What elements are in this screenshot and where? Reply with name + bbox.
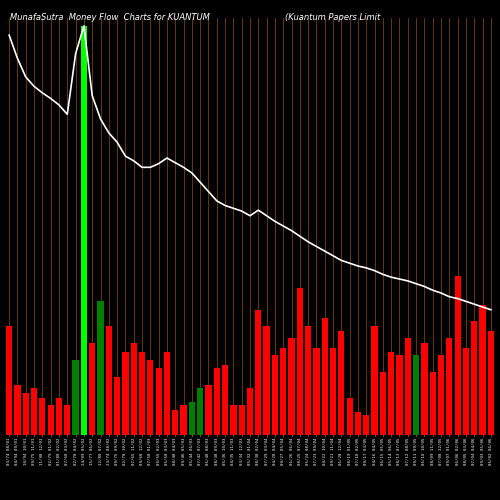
Bar — [430, 372, 436, 435]
Bar — [122, 352, 128, 435]
Bar — [396, 355, 402, 435]
Text: (Kuantum Papers Limit: (Kuantum Papers Limit — [285, 13, 380, 22]
Bar — [272, 355, 278, 435]
Bar — [463, 348, 469, 435]
Bar — [56, 398, 62, 435]
Bar — [230, 405, 236, 435]
Bar — [64, 405, 70, 435]
Bar — [346, 398, 353, 435]
Bar — [72, 360, 78, 435]
Bar — [188, 402, 195, 435]
Bar — [288, 338, 294, 435]
Bar — [48, 405, 54, 435]
Bar — [238, 405, 245, 435]
Bar — [480, 304, 486, 435]
Bar — [388, 352, 394, 435]
Bar — [296, 288, 303, 435]
Bar — [355, 412, 361, 435]
Bar — [172, 410, 178, 435]
Bar — [338, 332, 344, 435]
Bar — [31, 388, 37, 435]
Bar — [438, 355, 444, 435]
Bar — [106, 326, 112, 435]
Bar — [22, 393, 29, 435]
Bar — [363, 415, 370, 435]
Bar — [380, 372, 386, 435]
Bar — [413, 355, 419, 435]
Bar — [6, 326, 12, 435]
Bar — [139, 352, 145, 435]
Bar — [314, 348, 320, 435]
Bar — [81, 26, 87, 435]
Bar — [446, 338, 452, 435]
Bar — [89, 343, 96, 435]
Bar — [488, 332, 494, 435]
Bar — [454, 276, 460, 435]
Bar — [372, 326, 378, 435]
Bar — [404, 338, 411, 435]
Bar — [214, 368, 220, 435]
Bar — [40, 398, 46, 435]
Bar — [322, 318, 328, 435]
Bar — [264, 326, 270, 435]
Bar — [197, 388, 203, 435]
Bar — [14, 385, 20, 435]
Bar — [206, 385, 212, 435]
Bar — [130, 343, 137, 435]
Bar — [180, 405, 186, 435]
Bar — [305, 326, 311, 435]
Bar — [255, 310, 262, 435]
Bar — [164, 352, 170, 435]
Bar — [330, 348, 336, 435]
Bar — [114, 376, 120, 435]
Bar — [156, 368, 162, 435]
Bar — [280, 348, 286, 435]
Bar — [247, 388, 253, 435]
Text: MunafaSutra  Money Flow  Charts for KUANTUM: MunafaSutra Money Flow Charts for KUANTU… — [10, 13, 210, 22]
Bar — [222, 365, 228, 435]
Bar — [471, 322, 478, 435]
Bar — [422, 343, 428, 435]
Bar — [98, 302, 103, 435]
Bar — [147, 360, 154, 435]
